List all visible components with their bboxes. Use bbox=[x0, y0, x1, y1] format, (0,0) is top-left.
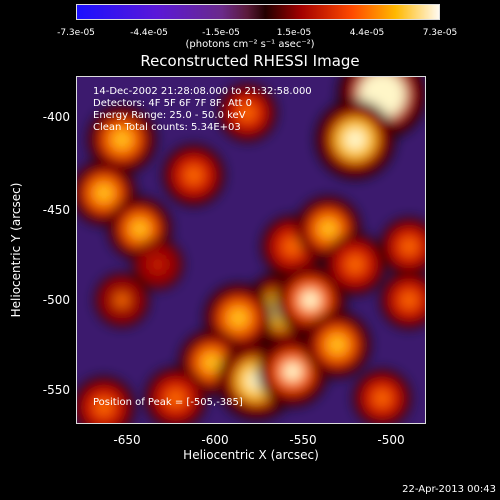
colorbar-tick-label: 7.3e-05 bbox=[422, 28, 458, 38]
plot-area bbox=[76, 76, 426, 424]
heatmap-image bbox=[77, 77, 425, 423]
heatmap-hotspot bbox=[131, 220, 149, 238]
y-tick-label: -400 bbox=[42, 110, 70, 124]
colorbar-tick-label: 4.4e-05 bbox=[349, 28, 385, 38]
heatmap-hotspot bbox=[229, 308, 248, 328]
y-tick-label: -450 bbox=[42, 203, 70, 217]
heatmap-hotspot bbox=[167, 389, 184, 407]
heatmap-hotspot bbox=[151, 257, 165, 272]
heatmap-hotspot bbox=[370, 82, 394, 107]
colorbar-tick-label: 1.5e-05 bbox=[276, 28, 312, 38]
heatmap-hotspot bbox=[374, 390, 390, 407]
timestamp-footer: 22-Apr-2013 00:43 bbox=[402, 484, 496, 495]
x-tick-label: -600 bbox=[201, 433, 229, 447]
heatmap-hotspot bbox=[319, 220, 337, 238]
annotation-time-range: 14-Dec-2002 21:28:08.000 to 21:32:58.000 bbox=[93, 86, 312, 97]
colorbar-tick-label: -4.4e-05 bbox=[130, 28, 168, 38]
heatmap-hotspot bbox=[346, 256, 364, 273]
y-axis-label: Heliocentric Y (arcsec) bbox=[9, 182, 23, 318]
annotation-energy-range: Energy Range: 25.0 - 50.0 keV bbox=[93, 110, 246, 121]
x-tick-label: -500 bbox=[377, 433, 405, 447]
annotation-total-counts: Clean Total counts: 5.34E+03 bbox=[93, 122, 241, 133]
colorbar-tick-label: -7.3e-05 bbox=[57, 28, 95, 38]
heatmap-hotspot bbox=[328, 335, 347, 354]
heatmap-hotspot bbox=[284, 238, 301, 255]
x-tick-label: -650 bbox=[113, 433, 141, 447]
y-tick-label: -500 bbox=[42, 293, 70, 307]
heatmap-hotspot bbox=[401, 238, 417, 255]
heatmap-hotspot bbox=[95, 398, 113, 416]
heatmap-hotspot bbox=[95, 184, 113, 202]
annotation-peak-position: Position of Peak = [-505,-385] bbox=[93, 397, 243, 408]
colorbar-units: (photons cm⁻² s⁻¹ asec⁻²) bbox=[185, 39, 315, 50]
heatmap-hotspot bbox=[114, 292, 130, 308]
heatmap-hotspot bbox=[112, 130, 132, 149]
chart-title: Reconstructed RHESSI Image bbox=[140, 52, 360, 70]
annotation-detectors: Detectors: 4F 5F 6F 7F 8F, Att 0 bbox=[93, 98, 253, 109]
colorbar-tick-label: -1.5e-05 bbox=[202, 28, 240, 38]
y-tick-label: -550 bbox=[42, 383, 70, 397]
heatmap-hotspot bbox=[185, 166, 202, 184]
x-axis-label: Heliocentric X (arcsec) bbox=[183, 448, 319, 462]
colorbar bbox=[76, 4, 440, 20]
heatmap-hotspot bbox=[202, 353, 221, 372]
x-tick-label: -550 bbox=[289, 433, 317, 447]
heatmap-hotspot bbox=[239, 104, 256, 121]
heatmap-hotspot bbox=[401, 292, 417, 308]
heatmap-hotspot bbox=[344, 128, 366, 151]
heatmap-hotspot bbox=[282, 362, 302, 381]
heatmap-hotspot bbox=[300, 290, 320, 310]
